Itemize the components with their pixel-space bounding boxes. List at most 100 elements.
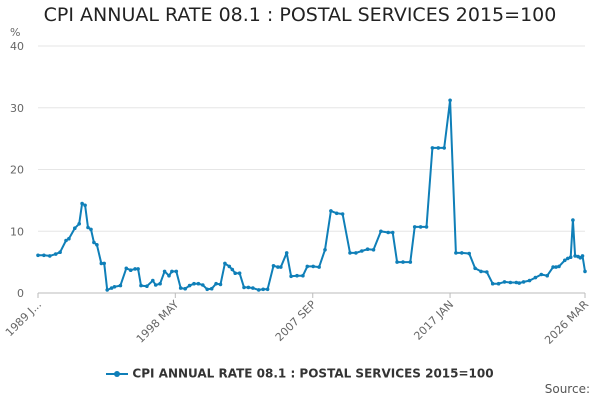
data-point[interactable] xyxy=(329,209,333,213)
data-point[interactable] xyxy=(571,218,575,222)
data-point[interactable] xyxy=(256,288,261,292)
data-point[interactable] xyxy=(539,272,544,277)
data-point[interactable] xyxy=(178,286,183,290)
data-point[interactable] xyxy=(430,146,435,150)
data-point[interactable] xyxy=(99,261,104,266)
data-point[interactable] xyxy=(128,268,133,273)
data-point[interactable] xyxy=(490,281,495,286)
data-point[interactable] xyxy=(311,264,316,269)
data-point[interactable] xyxy=(158,281,162,286)
data-point[interactable] xyxy=(246,285,251,290)
data-point[interactable] xyxy=(279,265,283,269)
data-point[interactable] xyxy=(170,269,174,274)
data-point[interactable] xyxy=(305,264,310,269)
data-point[interactable] xyxy=(517,281,521,285)
data-point[interactable] xyxy=(89,227,93,232)
data-point[interactable] xyxy=(145,284,149,289)
data-point[interactable] xyxy=(557,264,561,269)
data-point[interactable] xyxy=(371,248,376,252)
data-point[interactable] xyxy=(401,260,405,264)
data-point[interactable] xyxy=(118,283,123,288)
data-point[interactable] xyxy=(301,273,305,278)
data-point[interactable] xyxy=(583,269,587,274)
data-point[interactable] xyxy=(36,253,40,258)
data-point[interactable] xyxy=(551,265,555,269)
data-point[interactable] xyxy=(237,271,242,276)
data-point[interactable] xyxy=(436,146,441,150)
data-point[interactable] xyxy=(573,254,577,258)
data-point[interactable] xyxy=(265,287,270,292)
data-point[interactable] xyxy=(153,283,158,287)
data-point[interactable] xyxy=(77,222,81,226)
data-point[interactable] xyxy=(53,252,58,256)
data-point[interactable] xyxy=(295,273,299,278)
data-point[interactable] xyxy=(467,251,472,256)
data-point[interactable] xyxy=(442,146,447,150)
data-point[interactable] xyxy=(323,248,327,252)
data-point[interactable] xyxy=(192,281,196,286)
data-point[interactable] xyxy=(86,225,90,230)
data-point[interactable] xyxy=(485,270,489,274)
data-point[interactable] xyxy=(545,273,549,278)
data-point[interactable] xyxy=(67,236,71,241)
data-point[interactable] xyxy=(162,269,167,274)
data-point[interactable] xyxy=(354,251,358,255)
data-point[interactable] xyxy=(454,251,458,255)
data-point[interactable] xyxy=(424,225,429,229)
data-point[interactable] xyxy=(58,250,62,254)
data-point[interactable] xyxy=(196,281,201,286)
data-point[interactable] xyxy=(554,265,558,269)
data-point[interactable] xyxy=(360,249,364,253)
data-point[interactable] xyxy=(521,280,526,284)
data-point[interactable] xyxy=(251,286,255,290)
data-point[interactable] xyxy=(348,251,352,255)
data-point[interactable] xyxy=(112,285,117,289)
data-point[interactable] xyxy=(365,247,370,251)
data-point[interactable] xyxy=(102,261,106,266)
data-point[interactable] xyxy=(508,280,513,285)
data-point[interactable] xyxy=(479,269,483,274)
data-point[interactable] xyxy=(317,265,321,269)
data-point[interactable] xyxy=(209,286,214,291)
data-point[interactable] xyxy=(42,253,46,258)
data-point[interactable] xyxy=(390,230,395,235)
data-point[interactable] xyxy=(289,274,293,279)
data-point[interactable] xyxy=(340,212,345,216)
data-point[interactable] xyxy=(64,238,68,243)
data-point[interactable] xyxy=(242,285,246,290)
data-point[interactable] xyxy=(271,264,276,268)
data-point[interactable] xyxy=(412,225,417,229)
data-point[interactable] xyxy=(83,203,87,208)
data-point[interactable] xyxy=(418,225,423,229)
data-point[interactable] xyxy=(514,280,519,285)
data-point[interactable] xyxy=(183,286,187,291)
data-point[interactable] xyxy=(334,211,339,216)
data-point[interactable] xyxy=(205,287,209,292)
data-point[interactable] xyxy=(563,258,567,263)
data-point[interactable] xyxy=(568,255,573,259)
data-point[interactable] xyxy=(408,260,413,264)
data-point[interactable] xyxy=(201,283,205,287)
data-point[interactable] xyxy=(218,282,223,287)
data-point[interactable] xyxy=(233,271,237,276)
data-point[interactable] xyxy=(105,288,109,292)
data-point[interactable] xyxy=(395,260,399,264)
data-point[interactable] xyxy=(223,261,227,266)
data-point[interactable] xyxy=(174,269,179,274)
data-point[interactable] xyxy=(139,283,143,288)
data-point[interactable] xyxy=(80,201,84,206)
data-point[interactable] xyxy=(167,273,171,278)
data-point[interactable] xyxy=(92,240,96,245)
data-point[interactable] xyxy=(48,254,52,258)
data-point[interactable] xyxy=(284,251,289,255)
data-point[interactable] xyxy=(502,280,507,284)
data-point[interactable] xyxy=(473,266,477,271)
data-point[interactable] xyxy=(386,230,391,235)
data-point[interactable] xyxy=(133,267,137,271)
data-point[interactable] xyxy=(214,281,218,286)
data-point[interactable] xyxy=(151,278,155,283)
data-point[interactable] xyxy=(187,283,192,288)
data-point[interactable] xyxy=(276,265,280,269)
data-point[interactable] xyxy=(566,256,570,261)
data-point[interactable] xyxy=(95,243,99,247)
